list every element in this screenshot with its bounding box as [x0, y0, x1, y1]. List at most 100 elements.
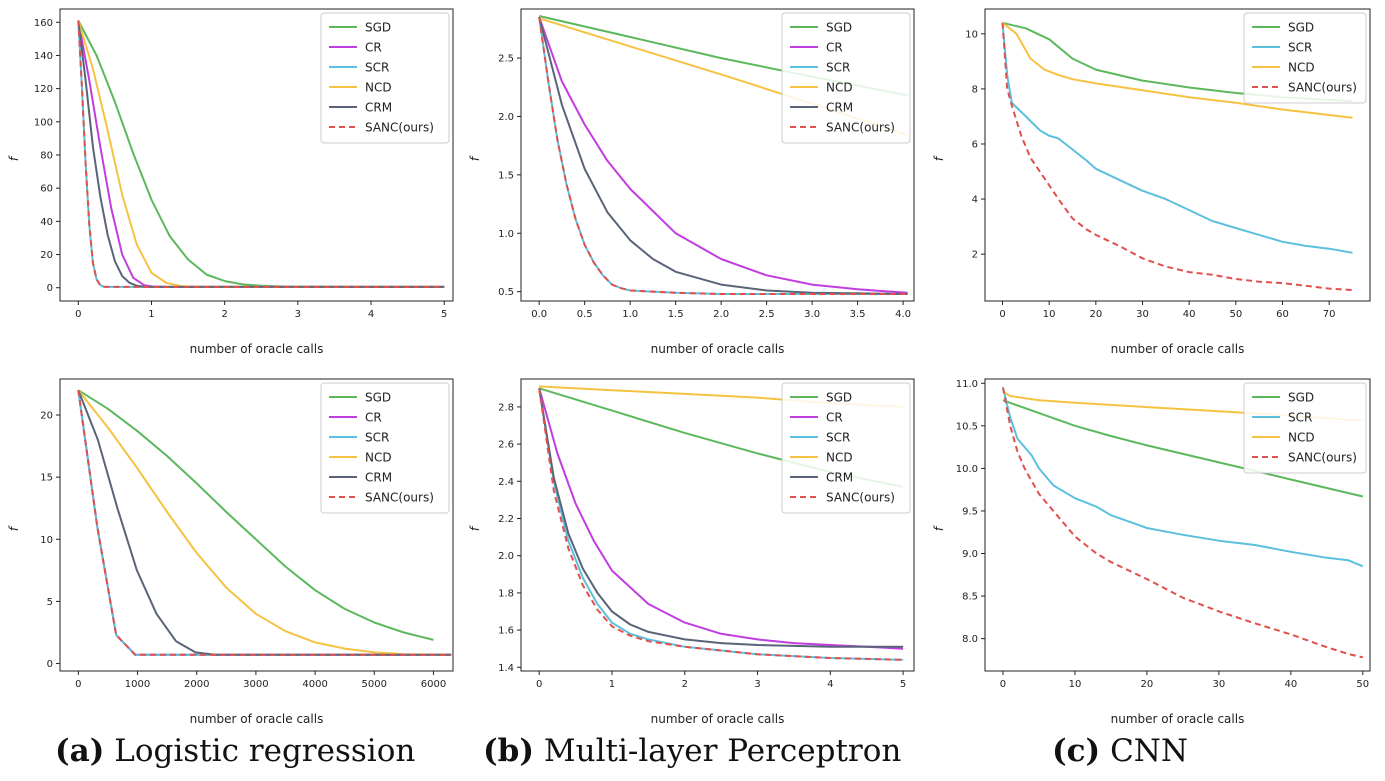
legend-label: SANC(ours) [1288, 81, 1357, 95]
y-tick-label: 2.0 [498, 112, 514, 123]
y-axis-label: f [468, 525, 482, 531]
y-tick-label: 80 [40, 151, 53, 162]
caption-c-text: CNN [1110, 733, 1189, 769]
plot-frame [520, 8, 915, 302]
y-tick-label: 0.5 [498, 287, 514, 298]
y-axis-label: f [932, 155, 946, 161]
y-tick-label: 0 [47, 283, 53, 294]
y-tick-label: 140 [34, 51, 53, 62]
legend-label: CRM [365, 471, 392, 485]
legend-label: NCD [826, 451, 853, 465]
plot-frame [59, 378, 454, 672]
legend-box [781, 12, 911, 144]
legend-label: SCR [1288, 411, 1312, 425]
series-line-ncd [77, 389, 452, 656]
y-tick-label: 2.2 [498, 514, 514, 525]
chart-c-bottom: 0 10 20 30 40 50 8.0 8.5 9.0 9.5 10.0 10.5 11.0 numbe… [932, 378, 1371, 726]
series-line-sancours [77, 390, 452, 656]
x-tick-label: 3.0 [804, 309, 820, 320]
y-tick-label: 8 [972, 84, 978, 95]
legend-box [320, 382, 450, 514]
y-tick-label: 6 [972, 139, 978, 150]
legend-label: NCD [826, 81, 853, 95]
x-tick-label: 1 [148, 309, 154, 320]
x-axis-label: number of oracle calls [190, 342, 324, 356]
y-tick-label: 120 [34, 84, 53, 95]
legend-label: SANC(ours) [365, 121, 434, 135]
y-tick-label: 11.0 [956, 379, 978, 390]
x-tick-label: 2 [221, 309, 227, 320]
caption-a-letter: (a) [55, 733, 105, 769]
legend-label: SANC(ours) [826, 121, 895, 135]
caption-b-text: Multi-layer Perceptron [543, 733, 902, 769]
legend: SGD CR SCR NCD CRM SANC(ours) [320, 382, 450, 514]
legend-label: CRM [826, 471, 853, 485]
legend-label: SGD [365, 391, 391, 405]
legend-box [1243, 12, 1367, 104]
y-tick-label: 1.5 [498, 170, 514, 181]
legend-label: NCD [365, 81, 392, 95]
series-line-sgd [77, 389, 434, 641]
y-tick-label: 2 [972, 250, 978, 261]
legend: SGD CR SCR NCD CRM SANC(ours) [781, 12, 911, 144]
legend-label: CRM [826, 101, 853, 115]
legend-label: SGD [1288, 21, 1314, 35]
y-tick-label: 9.0 [962, 549, 978, 560]
y-tick-label: 1.6 [498, 626, 514, 637]
x-tick-label: 5 [900, 679, 906, 690]
x-tick-label: 4000 [302, 679, 327, 690]
series-line-sancours [1001, 22, 1353, 291]
x-tick-label: 40 [1284, 679, 1297, 690]
y-tick-label: 1.4 [498, 663, 514, 674]
chart-a-bottom: 0 1000 2000 3000 4000 5000 6000 0 5 10 15 20 number … [7, 378, 454, 726]
series-line-sancours [538, 388, 904, 661]
series-line-cr [538, 16, 908, 294]
x-axis-label: number of oracle calls [651, 342, 785, 356]
series-line-crm [538, 388, 904, 648]
x-tick-label: 0 [536, 679, 542, 690]
legend-label: NCD [1288, 61, 1315, 75]
chart-c-top: 0 10 20 30 40 50 60 70 2 4 6 8 10 number of oracle ca… [932, 8, 1371, 356]
x-tick-label: 4 [368, 309, 374, 320]
y-tick-label: 1.0 [498, 229, 514, 240]
y-tick-label: 60 [40, 184, 53, 195]
y-tick-label: 160 [34, 18, 53, 29]
legend-label: NCD [365, 451, 392, 465]
legend-label: SANC(ours) [1288, 451, 1357, 465]
legend-label: SANC(ours) [826, 491, 895, 505]
x-tick-label: 4.0 [895, 309, 911, 320]
x-tick-label: 1 [609, 679, 615, 690]
legend-label: NCD [1288, 431, 1315, 445]
series-line-sancours [77, 20, 445, 288]
y-tick-label: 40 [40, 217, 53, 228]
series-line-scr [1002, 387, 1364, 568]
plot-frame [520, 378, 915, 672]
y-tick-label: 2.6 [498, 440, 514, 451]
y-tick-label: 8.5 [962, 592, 978, 603]
series-line-scr [1001, 22, 1353, 254]
legend-label: SGD [365, 21, 391, 35]
caption-c-letter: (c) [1052, 733, 1101, 769]
x-tick-label: 10 [1043, 309, 1056, 320]
x-tick-label: 3 [295, 309, 301, 320]
x-tick-label: 3 [754, 679, 760, 690]
caption-c: (c) CNN [1052, 733, 1188, 769]
plot-frame [984, 8, 1371, 302]
legend-label: SANC(ours) [365, 491, 434, 505]
legend-label: CR [826, 41, 843, 55]
caption-b: (b) Multi-layer Perceptron [483, 733, 901, 769]
y-tick-label: 0 [47, 659, 53, 670]
legend-label: CRM [365, 101, 392, 115]
caption-b-letter: (b) [483, 733, 535, 769]
legend-box [1243, 382, 1367, 474]
y-tick-label: 9.5 [962, 506, 978, 517]
x-tick-label: 1000 [125, 679, 150, 690]
legend-box [320, 12, 450, 144]
series-group [1001, 21, 1353, 291]
x-axis-label: number of oracle calls [1111, 342, 1245, 356]
y-tick-label: 5 [47, 597, 53, 608]
x-tick-label: 3.5 [850, 309, 866, 320]
x-tick-label: 5 [441, 309, 447, 320]
plot-frame [984, 378, 1371, 672]
chart-b-top: 0.0 0.5 1.0 1.5 2.0 2.5 3.0 3.5 4.0 0.5 1.0 1.5 2.0 2… [468, 8, 915, 356]
